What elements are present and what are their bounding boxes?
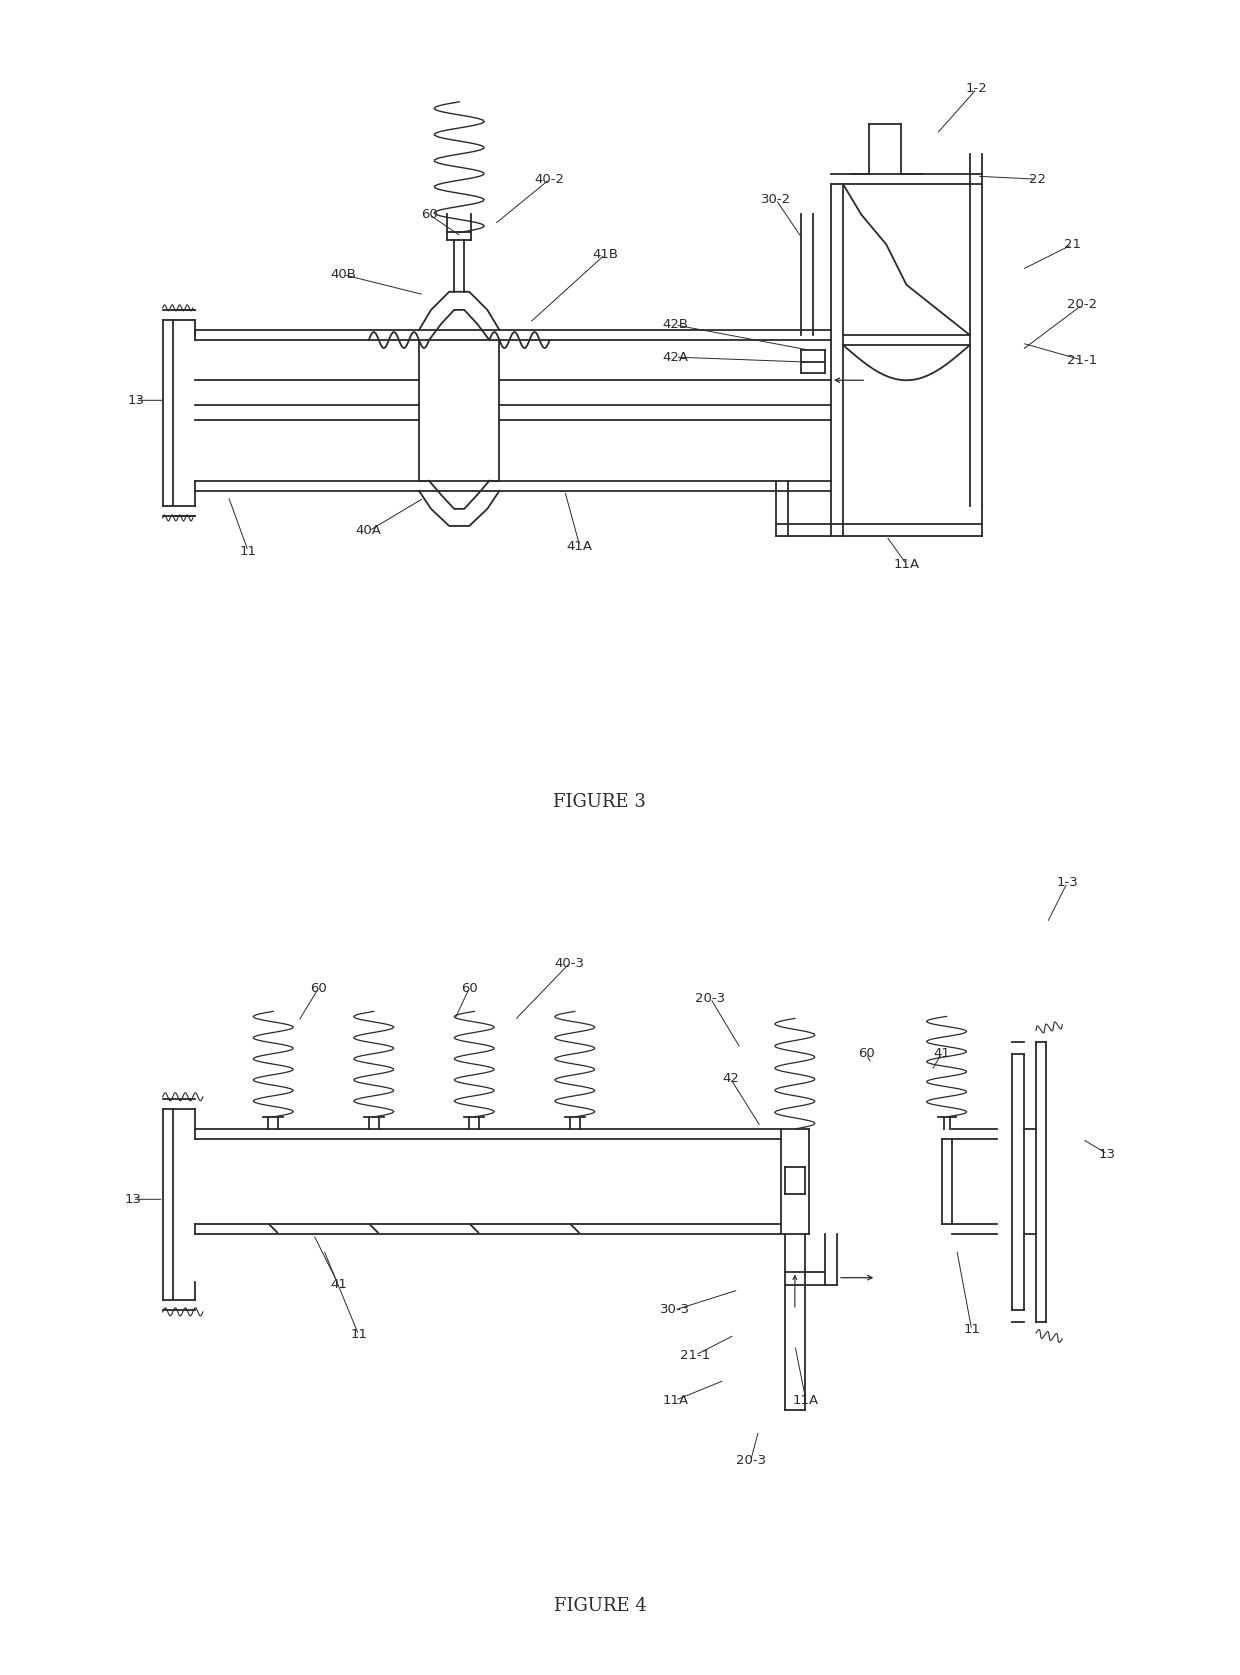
Text: 60: 60 — [858, 1047, 874, 1060]
Text: 21-1: 21-1 — [1068, 353, 1097, 367]
Text: 41: 41 — [330, 1278, 347, 1291]
Text: 30-3: 30-3 — [660, 1303, 691, 1317]
Text: 21-1: 21-1 — [681, 1348, 711, 1362]
Text: 1-2: 1-2 — [966, 82, 987, 95]
Text: 20-3: 20-3 — [735, 1454, 766, 1467]
Text: 60: 60 — [420, 208, 438, 221]
Text: 21: 21 — [1064, 238, 1081, 251]
Text: 20-3: 20-3 — [696, 992, 725, 1005]
Text: 30-2: 30-2 — [760, 193, 791, 206]
Text: 20-2: 20-2 — [1068, 298, 1097, 312]
Text: 41: 41 — [934, 1047, 950, 1060]
Text: 11A: 11A — [662, 1394, 688, 1407]
Text: 11A: 11A — [792, 1394, 818, 1407]
Text: 40B: 40B — [331, 268, 357, 281]
Text: FIGURE 3: FIGURE 3 — [553, 794, 646, 811]
Text: 11A: 11A — [893, 558, 920, 571]
Text: 40-2: 40-2 — [534, 173, 564, 186]
Text: 11: 11 — [963, 1323, 981, 1337]
Text: 13: 13 — [126, 394, 144, 407]
Text: 41B: 41B — [591, 248, 618, 261]
Text: 60: 60 — [461, 982, 477, 995]
Text: 11: 11 — [350, 1328, 367, 1342]
Text: 1-3: 1-3 — [1056, 876, 1078, 889]
Text: 41A: 41A — [567, 539, 593, 553]
Text: 40-3: 40-3 — [554, 956, 585, 970]
Text: 42A: 42A — [662, 350, 688, 363]
Text: 42B: 42B — [662, 318, 688, 332]
Text: 60: 60 — [310, 982, 327, 995]
Text: 22: 22 — [1028, 173, 1045, 186]
Text: 13: 13 — [124, 1193, 141, 1206]
Text: 40A: 40A — [356, 524, 382, 538]
Text: FIGURE 4: FIGURE 4 — [553, 1598, 646, 1615]
Text: 11: 11 — [239, 544, 257, 558]
Text: 42: 42 — [722, 1072, 739, 1085]
Text: 13: 13 — [1099, 1147, 1116, 1161]
